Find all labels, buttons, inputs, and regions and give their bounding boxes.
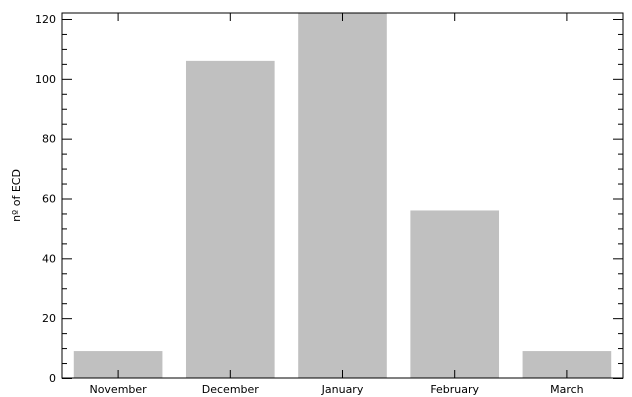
bar-february bbox=[410, 210, 500, 378]
y-tick-label: 60 bbox=[42, 192, 56, 205]
y-tick-label: 80 bbox=[42, 133, 56, 146]
x-tick-label-november: November bbox=[89, 383, 147, 396]
bar-january bbox=[298, 13, 387, 378]
y-tick-label: 100 bbox=[35, 73, 56, 86]
plot-frame bbox=[61, 12, 624, 379]
y-tick-label: 120 bbox=[35, 13, 56, 26]
y-tick-label: 20 bbox=[42, 312, 56, 325]
y-axis-title: nº of ECD bbox=[10, 169, 23, 222]
bars-group bbox=[73, 13, 612, 379]
x-tick-label-february: February bbox=[430, 383, 479, 396]
y-tick-label: 0 bbox=[49, 372, 56, 385]
x-tick-label-january: January bbox=[321, 383, 364, 396]
x-axis-ticks: November December January February March bbox=[89, 13, 584, 396]
bar-december bbox=[185, 60, 275, 379]
y-axis-ticks: 0 20 40 60 80 100 120 bbox=[35, 13, 623, 385]
x-tick-label-december: December bbox=[202, 383, 260, 396]
y-tick-label: 40 bbox=[42, 252, 56, 265]
x-tick-label-march: March bbox=[550, 383, 584, 396]
